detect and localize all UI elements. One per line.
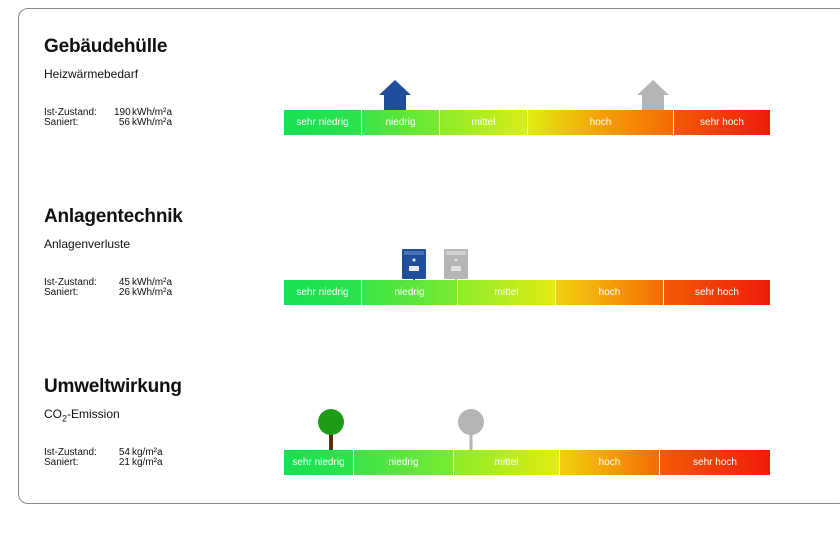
scale-segment-very-low: sehr niedrig [284,450,354,475]
current-state-label: Ist-Zustand: [44,447,97,458]
current-state-value: 190 [114,107,131,118]
renovated-value: 56 [118,117,130,128]
scale-segment-very-low: sehr niedrig [284,280,362,305]
current-state-value: 54 [118,447,130,458]
tree-icon [316,409,346,453]
renovated-label: Saniert: [44,117,79,128]
scale-segment-medium: mittel [454,450,560,475]
scale-segment-very-low: sehr niedrig [284,110,362,135]
subtitle-prefix: CO [44,407,62,421]
current-state-label: Ist-Zustand: [44,277,97,288]
current-state-unit: kWh/m²a [132,107,172,118]
rating-scale: sehr niedrig niedrig mittel hoch sehr ho… [284,280,770,305]
renovated-label: Saniert: [44,457,79,468]
scale-segment-medium: mittel [458,280,556,305]
panel-frame [18,8,840,504]
renovated-value: 21 [118,457,130,468]
current-state-unit: kWh/m²a [132,277,172,288]
scale-segment-very-high: sehr hoch [674,110,770,135]
subtitle-suffix: -Emission [67,407,120,421]
current-state-value: 45 [118,277,130,288]
section-building-systems: Anlagentechnik Anlagenverluste Ist-Zusta… [0,206,840,376]
scale-segment-very-high: sehr hoch [660,450,770,475]
rating-scale: sehr niedrig niedrig mittel hoch sehr ho… [284,110,770,135]
scale-segment-high: hoch [560,450,660,475]
section-title: Umweltwirkung [44,376,182,397]
scale-segment-medium: mittel [440,110,528,135]
section-title: Gebäudehülle [44,36,168,57]
section-environmental-impact: Umweltwirkung CO2-Emission Ist-Zustand: … [0,376,840,546]
section-building-envelope: Gebäudehülle Heizwärmebedarf Ist-Zustand… [0,36,840,206]
subtitle-subscript: 2 [62,413,68,424]
current-state-unit: kg/m²a [132,447,163,458]
renovated-unit: kWh/m²a [132,117,172,128]
scale-segment-low: niedrig [362,110,440,135]
scale-segment-high: hoch [556,280,664,305]
renovated-value: 26 [118,287,130,298]
section-subtitle: Anlagenverluste [44,237,131,251]
tree-icon [456,409,486,453]
current-state-label: Ist-Zustand: [44,107,97,118]
renovated-unit: kWh/m²a [132,287,172,298]
scale-segment-high: hoch [528,110,674,135]
scale-segment-low: niedrig [362,280,458,305]
renovated-label: Saniert: [44,287,79,298]
scale-segment-very-high: sehr hoch [664,280,770,305]
section-subtitle: CO2-Emission [44,407,120,423]
section-title: Anlagentechnik [44,206,183,227]
scale-segment-low: niedrig [354,450,454,475]
renovated-unit: kg/m²a [132,457,163,468]
section-subtitle: Heizwärmebedarf [44,67,139,81]
rating-scale: sehr niedrig niedrig mittel hoch sehr ho… [284,450,770,475]
